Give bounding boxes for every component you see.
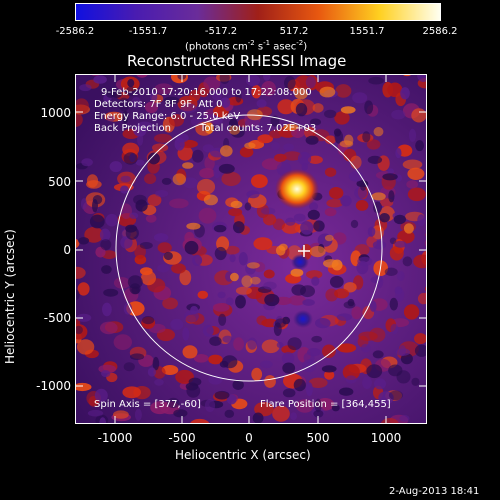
x-tick-label: -1000 xyxy=(97,431,133,445)
y-tick-label: -1000 xyxy=(36,379,71,393)
solar-limb-circle xyxy=(115,114,383,382)
x-axis-label: Heliocentric X (arcsec) xyxy=(175,448,311,462)
plot-frame xyxy=(75,74,427,424)
y-tick-label: 500 xyxy=(48,175,71,189)
flare-position-label: Flare Position = [364,455] xyxy=(260,399,391,410)
spin-axis-label: Spin Axis = [377,-60] xyxy=(94,399,201,410)
x-tick-label: 1000 xyxy=(370,431,402,445)
colorbar-tick: -1551.7 xyxy=(128,26,168,37)
colorbar-tick: 2586.2 xyxy=(422,26,458,37)
colorbar xyxy=(75,3,441,21)
detectors-label: Detectors: 7F 8F 9F, Att 0 xyxy=(94,99,223,110)
time-range-label: 9-Feb-2010 17:20:16.000 to 17:22:08.000 xyxy=(101,87,312,98)
y-tick-label: -500 xyxy=(43,311,71,325)
colorbar-units: (photons cm-2 s-1 asec-2) xyxy=(185,39,308,53)
spin-axis-marker xyxy=(298,245,310,257)
total-counts-label: Total counts: 7.02E+03 xyxy=(200,123,317,134)
y-tick-label: 1000 xyxy=(40,106,71,120)
y-tick-label: 0 xyxy=(63,243,71,257)
colorbar-tick: 517.2 xyxy=(279,26,309,37)
method-label: Back Projection xyxy=(94,123,171,134)
axis-ticks xyxy=(75,74,427,424)
timestamp: 2-Aug-2013 18:41 xyxy=(389,486,480,497)
colorbar-tick: 1551.7 xyxy=(349,26,385,37)
energy-range-label: Energy Range: 6.0 - 25.0 keV xyxy=(94,111,241,122)
rhessi-image xyxy=(75,74,427,424)
colorbar-tick: -2586.2 xyxy=(55,26,95,37)
y-axis-label: Heliocentric Y (arcsec) xyxy=(3,229,17,364)
x-tick-label: -500 xyxy=(168,431,196,445)
x-tick-label: 0 xyxy=(245,431,253,445)
rhessi-image-plot xyxy=(75,74,427,424)
x-tick-label: 500 xyxy=(306,431,330,445)
colorbar-tick: -517.2 xyxy=(204,26,238,37)
plot-title: Reconstructed RHESSI Image xyxy=(127,52,347,70)
